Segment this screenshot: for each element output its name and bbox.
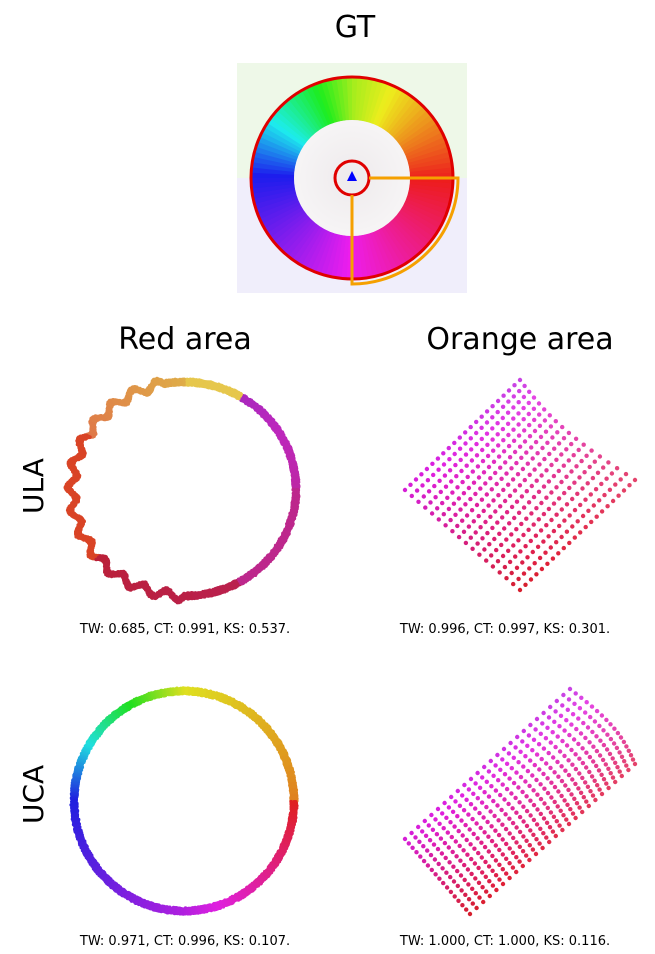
column-title-red-area: Red area — [100, 322, 270, 357]
row-label-ula: ULA — [17, 470, 51, 514]
metrics-ula-orange: TW: 0.996, CT: 0.997, KS: 0.301. — [360, 622, 650, 637]
uca-red-area-plot — [65, 682, 305, 922]
ula-orange-area-plot — [400, 372, 640, 612]
metrics-uca-orange: TW: 1.000, CT: 1.000, KS: 0.116. — [360, 934, 650, 949]
gt-title: GT — [300, 10, 410, 45]
gt-color-wheel — [237, 63, 467, 293]
column-title-orange-area: Orange area — [420, 322, 620, 357]
metrics-uca-red: TW: 0.971, CT: 0.996, KS: 0.107. — [30, 934, 340, 949]
metrics-ula-red: TW: 0.685, CT: 0.991, KS: 0.537. — [30, 622, 340, 637]
uca-orange-area-plot — [400, 684, 640, 924]
ula-red-area-plot — [65, 370, 305, 610]
row-label-uca: UCA — [17, 780, 51, 824]
